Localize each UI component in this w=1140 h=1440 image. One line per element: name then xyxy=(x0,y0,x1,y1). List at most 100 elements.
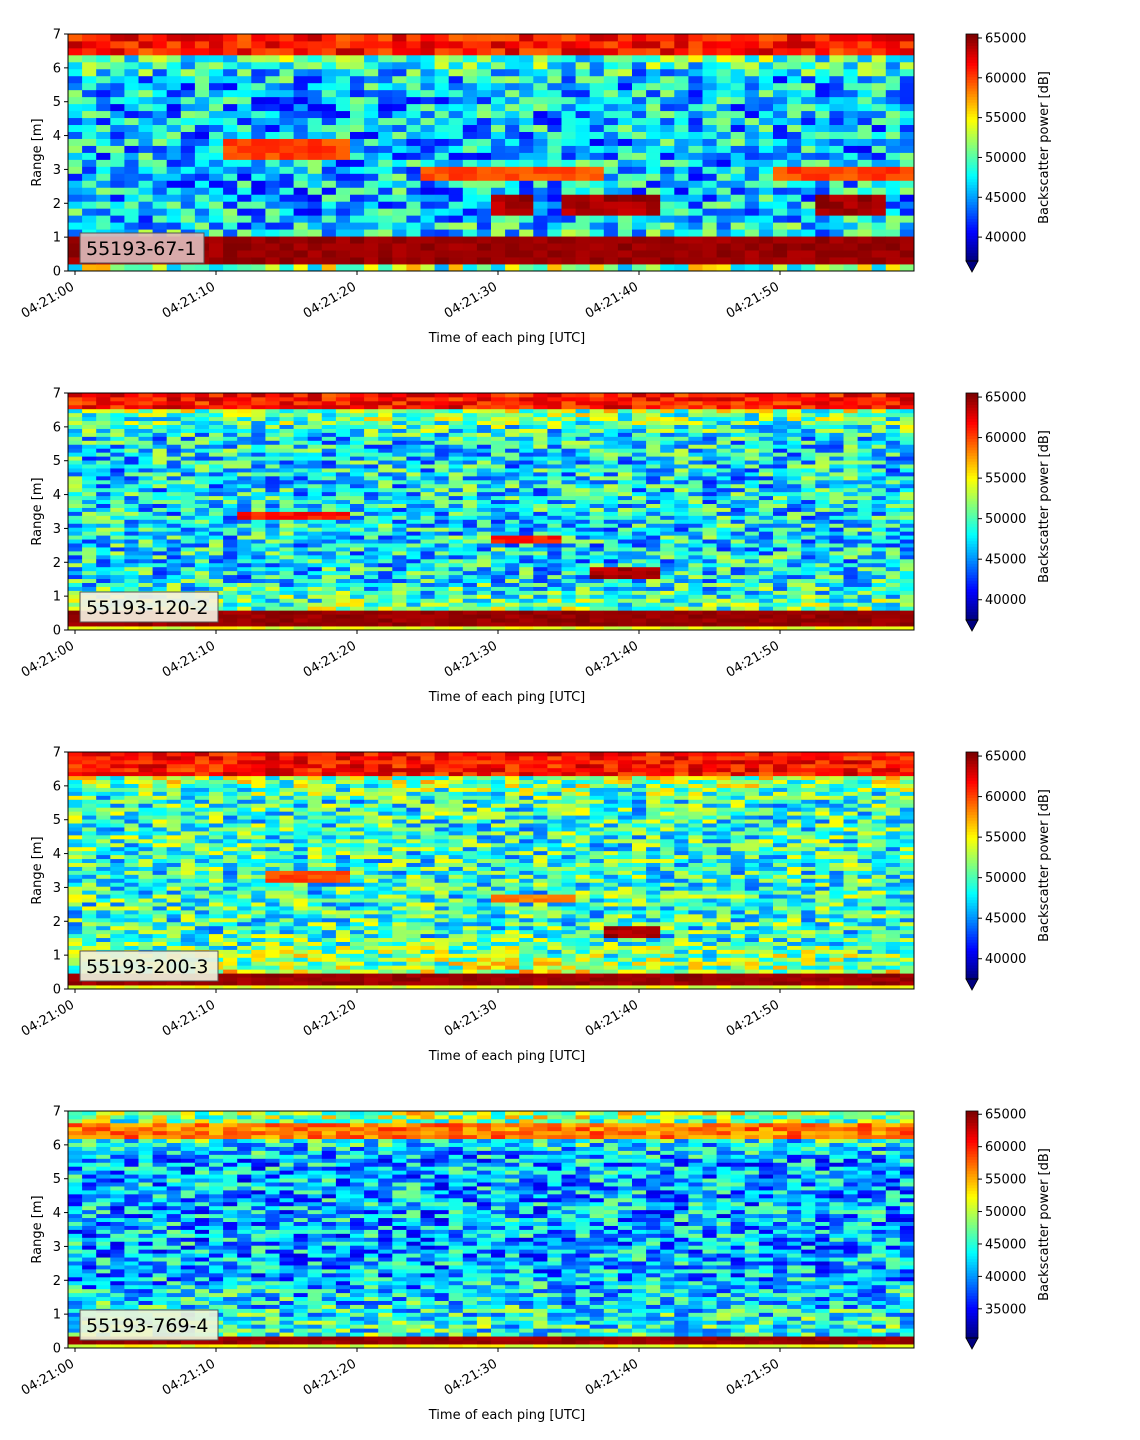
y-tick-label: 7 xyxy=(53,746,61,761)
colorbar-extend-arrow xyxy=(966,1338,978,1349)
y-tick-label: 4 xyxy=(53,488,61,503)
x-tick-label: 04:21:00 xyxy=(19,279,77,321)
panel-label: 55193-200-3 xyxy=(86,956,209,978)
colorbar: 35000400004500050000550006000065000Backs… xyxy=(966,1108,1052,1349)
y-tick-label: 3 xyxy=(53,881,61,896)
colorbar-label: Backscatter power [dB] xyxy=(1037,789,1052,942)
y-tick-label: 1 xyxy=(53,231,61,246)
colorbar-label: Backscatter power [dB] xyxy=(1037,1148,1052,1301)
y-tick-label: 5 xyxy=(53,454,61,469)
y-tick-label: 1 xyxy=(53,1308,61,1323)
x-tick-label: 04:21:30 xyxy=(442,997,500,1039)
y-tick-label: 7 xyxy=(53,387,61,402)
colorbar: 400004500050000550006000065000Backscatte… xyxy=(966,391,1052,631)
y-axis-label: Range [m] xyxy=(30,1195,45,1263)
y-tick-label: 2 xyxy=(53,556,61,571)
x-tick-label: 04:21:10 xyxy=(160,279,218,321)
y-tick-label: 0 xyxy=(53,624,61,639)
panel-label-box: 55193-200-3 xyxy=(80,951,218,981)
y-tick-label: 0 xyxy=(53,1342,61,1357)
panel-label: 55193-769-4 xyxy=(86,1315,209,1337)
x-tick-label: 04:21:30 xyxy=(442,1356,500,1398)
colorbar-tick-label: 60000 xyxy=(985,1140,1026,1155)
panel-label: 55193-120-2 xyxy=(86,597,209,619)
colorbar-tick-label: 45000 xyxy=(985,553,1026,568)
colorbar-label: Backscatter power [dB] xyxy=(1037,71,1052,224)
y-tick-label: 2 xyxy=(53,197,61,212)
x-tick-label: 04:21:30 xyxy=(442,279,500,321)
y-tick-label: 4 xyxy=(53,129,61,144)
x-tick-label: 04:21:50 xyxy=(724,997,782,1039)
colorbar-tick-label: 40000 xyxy=(985,1270,1026,1285)
colorbar-tick-label: 45000 xyxy=(985,912,1026,927)
y-tick-label: 5 xyxy=(53,813,61,828)
y-tick-label: 0 xyxy=(53,983,61,998)
y-axis-label: Range [m] xyxy=(30,836,45,904)
x-tick-label: 04:21:20 xyxy=(301,1356,359,1398)
colorbar-tick-label: 50000 xyxy=(985,871,1026,886)
x-tick-label: 04:21:00 xyxy=(19,997,77,1039)
colorbar-tick-label: 60000 xyxy=(985,790,1026,805)
colorbar-tick-label: 50000 xyxy=(985,512,1026,527)
y-axis-label: Range [m] xyxy=(30,118,45,186)
colorbar-tick-label: 45000 xyxy=(985,191,1026,206)
x-tick-label: 04:21:50 xyxy=(724,1356,782,1398)
colorbar-tick-label: 55000 xyxy=(985,831,1026,846)
colorbar: 40000 45000 50000 55000 60000 65000 Backscatte… xyxy=(966,31,1052,272)
x-axis-label: Time of each ping [UTC] xyxy=(428,1408,586,1423)
x-tick-label: 04:21:10 xyxy=(160,997,218,1039)
panel-label: 55193-67-1 xyxy=(86,238,196,260)
x-tick-label: 04:21:20 xyxy=(301,279,359,321)
y-tick-label: 7 xyxy=(53,1105,61,1120)
y-tick-label: 4 xyxy=(53,1206,61,1221)
x-axis-label: Time of each ping [UTC] xyxy=(428,690,586,705)
colorbar-tick-label: 60000 xyxy=(985,71,1026,86)
y-tick-label: 2 xyxy=(53,1274,61,1289)
colorbar-tick-label: 35000 xyxy=(985,1302,1026,1317)
x-tick-label: 04:21:00 xyxy=(19,1356,77,1398)
y-tick-label: 6 xyxy=(53,420,61,435)
colorbar-tick-label: 65000 xyxy=(985,750,1026,765)
x-tick-label: 04:21:50 xyxy=(724,638,782,680)
colorbar-extend-arrow xyxy=(966,620,978,631)
panel-label-box: 55193-769-4 xyxy=(80,1310,218,1340)
x-tick-label: 04:21:40 xyxy=(583,279,641,321)
panel-label-box: 55193-67-1 xyxy=(80,233,204,263)
colorbar-tick-label: 40000 xyxy=(985,952,1026,967)
y-tick-label: 1 xyxy=(53,590,61,605)
y-tick-label: 4 xyxy=(53,847,61,862)
colorbar-tick-label: 65000 xyxy=(985,391,1026,406)
colorbar-extend-arrow xyxy=(966,979,978,990)
y-tick-label: 6 xyxy=(53,779,61,794)
x-tick-label: 04:21:10 xyxy=(160,1356,218,1398)
colorbar: 40000 45000 50000 55000 60000 65000 Backscatte… xyxy=(966,750,1052,990)
colorbar-tick-label: 65000 xyxy=(985,31,1026,46)
y-tick-label: 1 xyxy=(53,949,61,964)
colorbar-tick-label: 60000 xyxy=(985,431,1026,446)
colorbar-tick-label: 55000 xyxy=(985,472,1026,487)
x-tick-label: 04:21:20 xyxy=(301,997,359,1039)
colorbar-tick-label: 40000 xyxy=(985,593,1026,608)
y-tick-label: 3 xyxy=(53,163,61,178)
colorbar-extend-arrow xyxy=(966,261,978,272)
x-tick-label: 04:21:40 xyxy=(583,638,641,680)
panel-label-box: 55193-120-2 xyxy=(80,592,218,622)
x-tick-label: 04:21:00 xyxy=(19,638,77,680)
colorbar-tick-label: 55000 xyxy=(985,111,1026,126)
x-tick-label: 04:21:10 xyxy=(160,638,218,680)
colorbar-tick-label: 40000 xyxy=(985,231,1026,246)
x-axis-label: Time of each ping [UTC] xyxy=(428,331,586,346)
x-tick-label: 04:21:40 xyxy=(583,997,641,1039)
colorbar-tick-label: 50000 xyxy=(985,151,1026,166)
y-axis-label: Range [m] xyxy=(30,477,45,545)
y-tick-label: 5 xyxy=(53,95,61,110)
x-tick-label: 04:21:40 xyxy=(583,1356,641,1398)
y-tick-label: 7 xyxy=(53,28,61,43)
y-tick-label: 6 xyxy=(53,1138,61,1153)
